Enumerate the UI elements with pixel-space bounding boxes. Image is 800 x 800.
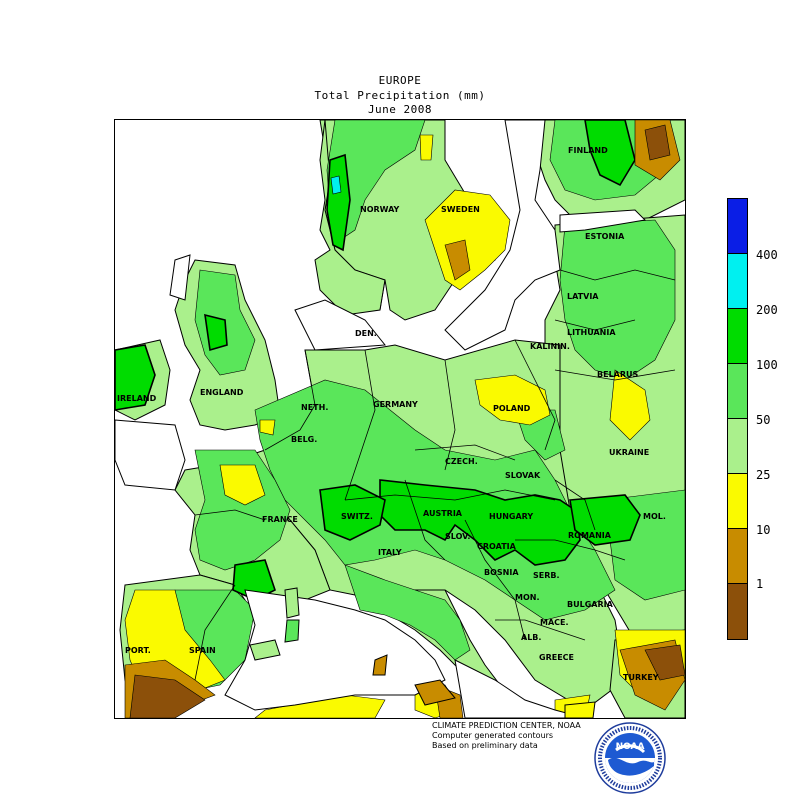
credits: CLIMATE PREDICTION CENTER, NOAA Computer… [432,721,581,751]
precipitation-map: FINLAND NORWAY SWEDEN ESTONIA LATVIA LIT… [114,119,686,719]
legend-label-200: 200 [756,303,778,317]
label-poland: POLAND [493,404,531,413]
svg-text:NOAA: NOAA [616,742,645,752]
legend-swatch-200-400 [728,254,747,309]
sea [115,120,647,718]
credits-line-3: Based on preliminary data [432,741,538,750]
label-den: DEN. [355,329,377,338]
label-slov: SLOV. [445,532,470,541]
label-neth: NETH. [301,403,328,412]
label-germany: GERMANY [373,400,418,409]
label-bulgaria: BULGARIA [567,600,614,609]
credits-line-2: Computer generated contours [432,731,554,740]
map-title: EUROPE [378,74,422,87]
label-mon: MON. [515,593,540,602]
legend-swatch-50-100 [728,364,747,419]
precip-200-400 [330,175,342,195]
label-kalinin: KALININ. [530,342,570,351]
country-labels: FINLAND NORWAY SWEDEN ESTONIA LATVIA LIT… [117,146,666,682]
label-belarus: BELARUS [597,370,639,379]
legend-swatch-400plus [728,199,747,254]
legend-label-400: 400 [756,248,778,262]
label-croatia: CROATIA [477,542,517,551]
label-italy: ITALY [378,548,402,557]
label-mol: MOL. [643,512,666,521]
precip-under-1 [129,124,685,718]
label-sweden: SWEDEN [441,205,480,214]
label-port: PORT. [125,646,151,655]
label-ukraine: UKRAINE [609,448,649,457]
label-spain: SPAIN [189,646,216,655]
legend-swatch-10-25 [728,474,747,529]
label-serb: SERB. [533,571,560,580]
borders [194,269,676,681]
label-slovak: SLOVAK [505,471,541,480]
noaa-seal-icon: NOAA [594,722,666,794]
islands [249,587,596,718]
label-turkey: TURKEY [623,673,659,682]
legend-label-50: 50 [756,413,771,427]
label-alb: ALB. [521,633,541,642]
label-england: ENGLAND [200,388,244,397]
label-france: FRANCE [262,515,298,524]
label-lithuania: LITHUANIA [567,328,616,337]
label-estonia: ESTONIA [585,232,625,241]
label-czech: CZECH. [445,457,478,466]
label-bosnia: BOSNIA [484,568,519,577]
label-switz: SWITZ. [341,512,373,521]
label-austria: AUSTRIA [423,509,463,518]
legend-swatch-25-50 [728,419,747,474]
map-date: June 2008 [367,103,433,116]
label-ireland: IRELAND [117,394,157,403]
label-norway: NORWAY [360,205,400,214]
map-canvas: FINLAND NORWAY SWEDEN ESTONIA LATVIA LIT… [115,120,685,718]
legend-label-100: 100 [756,358,778,372]
label-latvia: LATVIA [567,292,599,301]
label-greece: GREECE [539,653,574,662]
legend-label-10: 10 [756,523,771,537]
credits-line-1: CLIMATE PREDICTION CENTER, NOAA [432,721,581,730]
label-belg: BELG. [291,435,317,444]
legend-colorbar [727,198,748,640]
legend-label-1: 1 [756,577,764,591]
legend-swatch-1-10 [728,529,747,584]
legend-label-25: 25 [756,468,771,482]
map-subtitle: Total Precipitation (mm) [314,89,486,102]
label-mace: MACE. [540,618,569,627]
noaa-logo: NOAA [594,722,666,798]
legend-swatch-under-1 [728,584,747,639]
label-hungary: HUNGARY [489,512,533,521]
label-romania: ROMANIA [568,531,612,540]
legend-swatch-100-200 [728,309,747,364]
label-finland: FINLAND [568,146,608,155]
